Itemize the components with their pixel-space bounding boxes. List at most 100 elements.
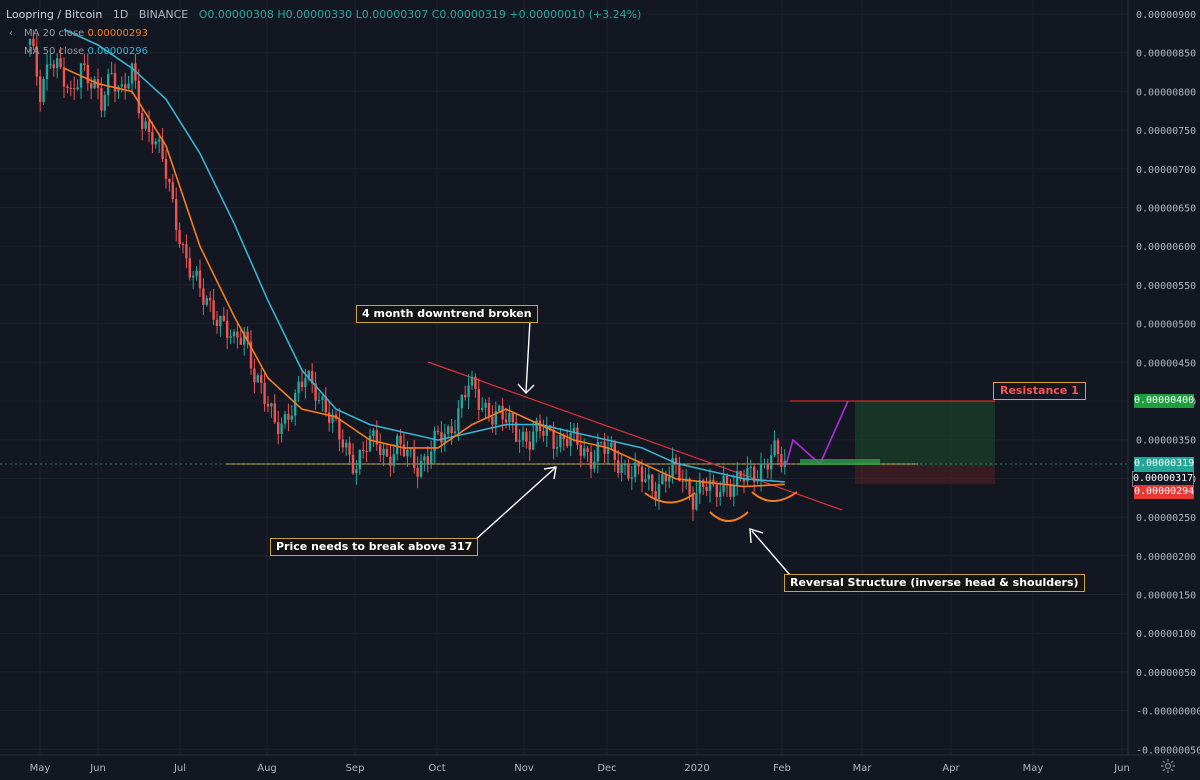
candle-body: [430, 451, 433, 465]
candle-body: [39, 76, 42, 103]
candle-body: [705, 486, 708, 492]
ma50-legend[interactable]: MA 50 close 0.00000296: [24, 46, 148, 57]
candle-body: [450, 426, 453, 434]
candle-body: [175, 199, 178, 230]
candle-body: [572, 427, 576, 434]
resistance-annotation[interactable]: Resistance 1: [993, 382, 1086, 400]
reversal-annotation[interactable]: Reversal Structure (inverse head & shoul…: [784, 574, 1085, 592]
candle-body: [188, 258, 191, 278]
candle-body: [100, 88, 103, 111]
price-tick-label: 0.00000550: [1136, 281, 1196, 292]
time-tick-label: Sep: [346, 763, 365, 774]
candle-body: [576, 427, 579, 445]
ma50-value: 0.00000296: [87, 46, 148, 57]
downtrend-annotation[interactable]: 4 month downtrend broken: [356, 305, 538, 323]
candle-body: [780, 454, 783, 467]
candle-body: [606, 447, 610, 454]
candle-body: [542, 431, 545, 436]
ma50-line: [63, 28, 785, 483]
candle-body: [511, 413, 514, 423]
time-tick-label: 2020: [684, 763, 709, 774]
candle-body: [674, 458, 678, 463]
candle-body: [151, 132, 154, 145]
candle-body: [300, 381, 304, 388]
candle-body: [263, 382, 266, 405]
time-axis[interactable]: May Jun Jul Aug Sep Oct Nov Dec 2020 Feb Mar Apr May…: [30, 763, 1130, 774]
candle-body: [141, 113, 144, 129]
candle-body: [436, 430, 440, 433]
candle-body: [120, 84, 123, 87]
candle-body: [426, 456, 429, 465]
candle-body: [270, 403, 273, 407]
candle-body: [535, 420, 538, 432]
symbol-header: Loopring / Bitcoin 1D BINANCE O0.0000030…: [6, 8, 641, 21]
candle-body: [249, 341, 253, 369]
settings-gear-icon[interactable]: [1160, 758, 1176, 774]
candle-body: [552, 430, 555, 449]
candle-body: [521, 431, 525, 441]
candle-body: [736, 471, 739, 486]
candle-body: [42, 79, 45, 103]
candle-body: [647, 474, 650, 480]
price-axis[interactable]: 0.00000900 0.00000850 0.00000800 0.00000750…: [1136, 10, 1200, 756]
candle-body: [246, 331, 249, 342]
candlesticks: [28, 30, 786, 521]
candle-body: [232, 331, 236, 337]
candle-body: [569, 433, 572, 447]
candle-body: [243, 331, 246, 345]
candle-body: [385, 448, 389, 457]
candle-body: [691, 494, 695, 510]
break-level-annotation[interactable]: Price needs to break above 317: [270, 538, 479, 556]
time-tick-label: May: [30, 763, 51, 774]
candle-body: [195, 270, 198, 276]
candle-body: [783, 460, 786, 467]
candle-body: [627, 464, 630, 479]
candle-body: [229, 336, 232, 338]
left-shoulder-arc: [644, 492, 696, 504]
time-tick-label: May: [1023, 763, 1044, 774]
candle-body: [198, 270, 202, 289]
arrow-break-level: [474, 466, 557, 541]
candle-body: [45, 64, 49, 80]
candle-body: [226, 320, 229, 338]
candle-body: [474, 376, 477, 389]
candle-body: [73, 88, 76, 90]
candle-body: [447, 426, 450, 434]
candle-body: [715, 484, 718, 497]
time-tick-label: Jun: [1113, 763, 1130, 774]
candle-body: [49, 64, 52, 66]
symbol-name[interactable]: Loopring / Bitcoin: [6, 8, 103, 21]
candle-body: [83, 63, 86, 65]
candle-body: [66, 86, 69, 88]
candle-body: [559, 435, 562, 448]
candle-body: [341, 439, 344, 448]
candle-body: [338, 418, 341, 440]
candle-body: [528, 441, 531, 450]
interval-label[interactable]: 1D: [112, 8, 129, 21]
projection-path: [785, 400, 849, 466]
candle-body: [311, 371, 314, 384]
collapse-chevron-icon[interactable]: ‹: [9, 28, 13, 39]
candle-body: [702, 480, 705, 487]
candle-body: [202, 288, 205, 305]
candle-body: [668, 476, 671, 482]
candle-body: [59, 58, 62, 68]
candle-body: [239, 337, 242, 345]
candle-body: [617, 460, 620, 473]
right-shoulder-arc: [751, 491, 798, 502]
candle-body: [62, 67, 66, 87]
price-tick-label: 0.00000100: [1136, 629, 1196, 640]
candle-body: [477, 388, 480, 410]
candle-body: [389, 456, 392, 466]
candle-body: [681, 481, 684, 483]
ma20-line: [63, 67, 785, 488]
ma20-legend[interactable]: ‹ MA 20 close 0.00000293: [6, 28, 148, 39]
candle-body: [651, 474, 654, 491]
candle-body: [154, 141, 157, 145]
candle-body: [283, 414, 287, 424]
time-tick-label: Nov: [514, 763, 534, 774]
candle-body: [321, 396, 324, 400]
stop-zone: [855, 466, 995, 484]
candle-body: [168, 178, 171, 183]
